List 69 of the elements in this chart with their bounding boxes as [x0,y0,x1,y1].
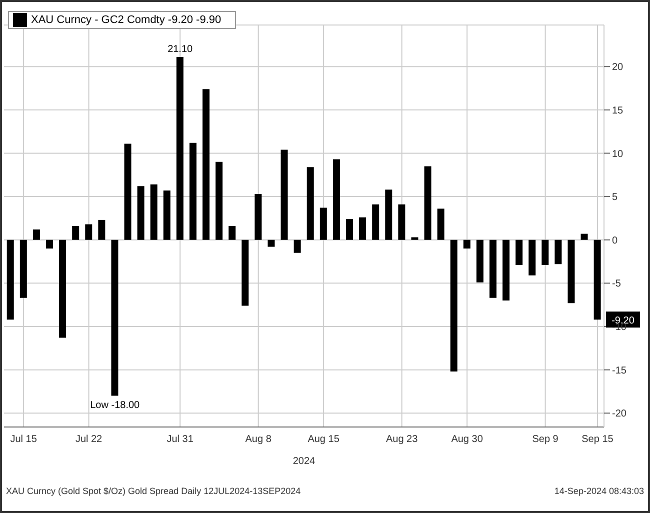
bar [398,204,406,240]
bar [372,204,380,240]
bar [294,240,301,253]
bar [189,142,196,240]
bar [72,226,80,240]
y-tick-label: 20 [612,62,624,74]
bar [280,150,288,240]
bar [516,240,523,265]
x-tick-label: Aug 30 [451,434,484,446]
x-tick-label: Aug 8 [245,434,272,446]
y-tick-label: 5 [612,192,618,204]
bar [20,240,27,298]
bar [489,240,496,298]
y-tick-label: -15 [612,365,627,376]
bar [463,240,470,249]
bar [46,240,53,249]
bar [437,208,444,240]
bar [568,240,575,304]
bar [554,240,562,264]
x-tick-label: Aug 23 [386,434,418,446]
legend-label: XAU Curncy - GC2 Comdty -9.20 -9.90 [31,14,222,26]
bar [594,240,601,320]
bar [242,240,249,306]
bar [385,190,392,240]
y-tick-label: 10 [612,148,624,160]
text: XAU Curncy (Gold Spot $/Oz) Gold Spread Daily 12JUL2024-13SEP2024 [6,486,301,496]
bar [176,57,184,240]
bar [542,240,549,265]
bar [306,167,314,240]
bar [332,159,340,240]
bar [124,144,132,240]
y-tick-label: 0 [612,235,618,246]
bar [32,229,40,240]
bar [137,186,144,240]
annotation: 21.10 [168,44,194,56]
bar [111,240,118,396]
x-tick-label: Aug 15 [308,434,340,446]
bar [268,240,275,247]
y-tick-label: -5 [612,278,622,290]
bar [6,240,14,320]
bar [476,240,484,282]
bar [320,208,327,240]
bar [580,234,588,240]
bar [98,220,106,240]
bar [411,237,418,240]
x-tick-label: Sep 9 [532,434,559,446]
bar [254,194,262,240]
bar [85,224,92,240]
bar [424,166,432,240]
x-tick-label: Jul 15 [10,434,38,446]
bar [150,184,158,240]
y-tick-label: -20 [612,408,627,420]
text: 14-Sep-2024 08:43:03 [554,486,644,496]
y-tick-label: 15 [612,105,624,116]
bar [346,219,353,240]
bar [216,162,223,240]
bar [359,217,366,240]
bar [59,240,66,338]
bar [163,190,170,240]
bar [202,89,210,240]
x-tick-label: Sep 15 [582,434,614,446]
bar [502,240,510,301]
x-tick-label: Jul 22 [75,434,103,446]
x-tick-label: Jul 31 [166,434,194,446]
annotation: Low -18.00 [90,400,140,411]
bar [228,226,236,240]
x-axis-title: 2024 [292,456,316,467]
bar [528,240,536,276]
bar [450,240,458,372]
